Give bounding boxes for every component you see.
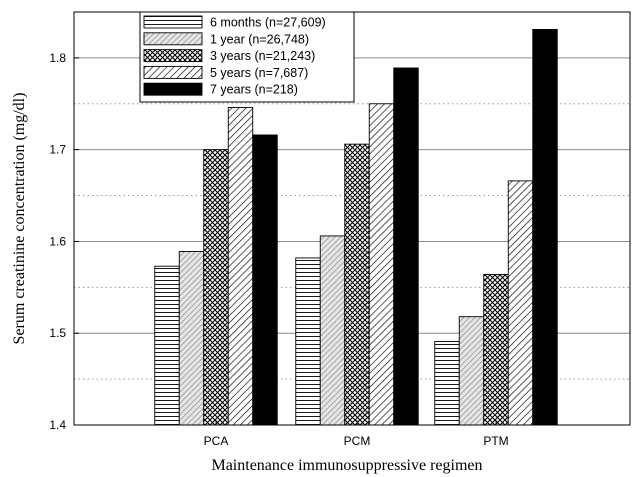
bar-ptm-series-3: [483, 274, 509, 426]
bar-pcm-series-1: [295, 257, 321, 426]
x-tick-label: PCA: [204, 434, 229, 448]
y-tick-label: 1.4: [49, 418, 66, 432]
bar-pcm-series-2: [319, 235, 346, 426]
bar-pcm-series-4: [368, 103, 395, 426]
y-tick-label: 1.7: [49, 143, 66, 157]
bar-pcm-series-3: [344, 143, 370, 426]
x-axis: PCA PCM PTM: [204, 420, 509, 448]
y-axis: 1.4 1.5 1.6 1.7 1.8: [49, 51, 79, 432]
legend-swatch: [143, 32, 203, 46]
bar-pca-series-2: [178, 251, 205, 426]
x-tick-label: PCM: [344, 434, 371, 448]
legend: 6 months (n=27,609) 1 year (n=26,748) 3 ye…: [139, 11, 355, 103]
bar-pca-series-5: [252, 134, 278, 426]
legend-swatch: [143, 49, 203, 63]
y-tick-label: 1.8: [49, 51, 66, 65]
legend-label: 7 years (n=218): [210, 83, 298, 97]
legend-label: 1 year (n=26,748): [210, 32, 309, 46]
y-tick-label: 1.6: [49, 234, 66, 248]
bar-pca-series-3: [203, 149, 229, 426]
bar-pcm-series-5: [393, 67, 419, 426]
legend-label: 6 months (n=27,609): [210, 16, 326, 30]
legend-swatch: [143, 82, 203, 96]
x-axis-title: Maintenance immunosuppressive regimen: [211, 457, 482, 474]
legend-label: 5 years (n=7,687): [210, 66, 308, 80]
bar-ptm-series-5: [532, 28, 558, 426]
x-tick-label: PTM: [483, 434, 508, 448]
bar-ptm-series-2: [458, 316, 485, 426]
legend-swatch: [143, 65, 203, 79]
bar-ptm-series-1: [434, 341, 460, 426]
bar-ptm-series-4: [507, 180, 534, 426]
bar-pca-series-1: [154, 265, 180, 426]
bar-pca-series-4: [227, 106, 254, 426]
y-tick-label: 1.5: [49, 326, 66, 340]
legend-label: 3 years (n=21,243): [210, 49, 315, 63]
legend-swatch: [143, 15, 203, 29]
y-axis-title: Serum creatinine concentration (mg/dl): [11, 93, 28, 345]
bars: [154, 28, 558, 426]
